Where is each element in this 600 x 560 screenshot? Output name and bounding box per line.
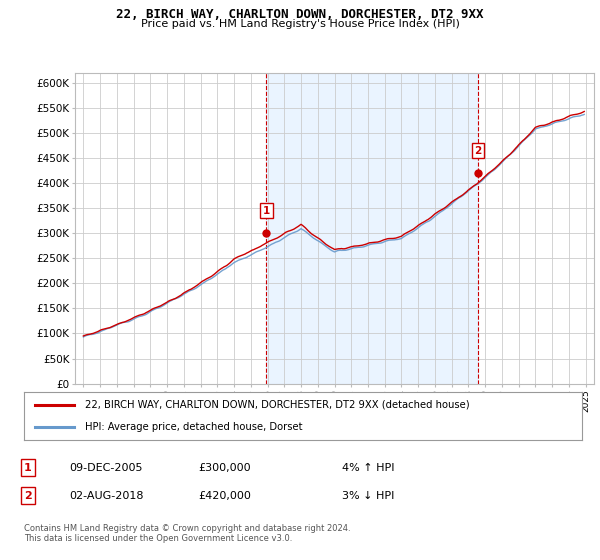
Text: 22, BIRCH WAY, CHARLTON DOWN, DORCHESTER, DT2 9XX: 22, BIRCH WAY, CHARLTON DOWN, DORCHESTER… bbox=[116, 8, 484, 21]
Text: 1: 1 bbox=[263, 206, 270, 216]
Bar bbox=[266, 73, 478, 384]
Text: £420,000: £420,000 bbox=[198, 491, 251, 501]
Text: 3% ↓ HPI: 3% ↓ HPI bbox=[342, 491, 394, 501]
Text: £300,000: £300,000 bbox=[198, 463, 251, 473]
Text: HPI: Average price, detached house, Dorset: HPI: Average price, detached house, Dors… bbox=[85, 422, 303, 432]
Text: 2: 2 bbox=[24, 491, 32, 501]
Text: 1: 1 bbox=[24, 463, 32, 473]
Text: Contains HM Land Registry data © Crown copyright and database right 2024.
This d: Contains HM Land Registry data © Crown c… bbox=[24, 524, 350, 543]
Text: 09-DEC-2005: 09-DEC-2005 bbox=[69, 463, 143, 473]
Text: 22, BIRCH WAY, CHARLTON DOWN, DORCHESTER, DT2 9XX (detached house): 22, BIRCH WAY, CHARLTON DOWN, DORCHESTER… bbox=[85, 400, 470, 410]
Text: 4% ↑ HPI: 4% ↑ HPI bbox=[342, 463, 395, 473]
Text: 02-AUG-2018: 02-AUG-2018 bbox=[69, 491, 143, 501]
Text: Price paid vs. HM Land Registry's House Price Index (HPI): Price paid vs. HM Land Registry's House … bbox=[140, 19, 460, 29]
Text: 2: 2 bbox=[475, 146, 482, 156]
